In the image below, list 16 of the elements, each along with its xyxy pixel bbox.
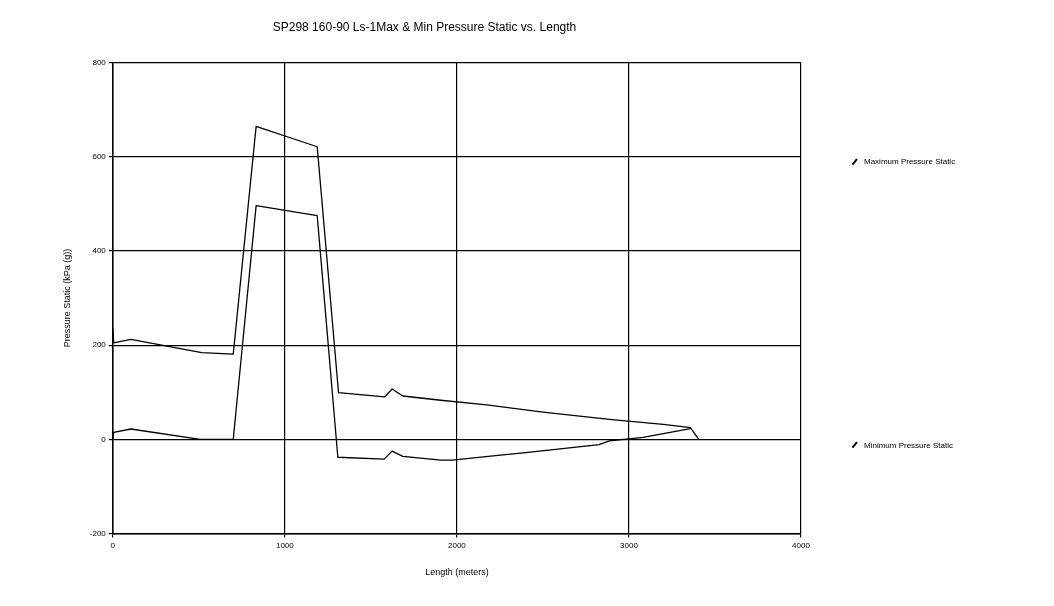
y-tick-label: 400	[92, 246, 107, 256]
y-axis-title: Pressure Static (kPa (g))	[61, 248, 72, 348]
x-axis-title: Length (meters)	[425, 567, 489, 578]
y-tick-label: 0	[101, 434, 107, 444]
y-tick-label: -200	[89, 528, 107, 538]
x-tick-label: 3000	[620, 540, 639, 550]
y-tick-label: 200	[92, 340, 107, 350]
chart-title: SP298 160-90 Ls-1Max & Min Pressure Static vs. Length	[272, 19, 577, 34]
x-tick-label: 1000	[275, 540, 295, 550]
legend-label: Maximum Pressure Static	[864, 157, 956, 167]
x-tick-label: 2000	[448, 540, 467, 550]
legend-label: Minimum Pressure Static	[864, 440, 953, 450]
y-tick-label: 600	[92, 151, 107, 161]
x-tick-label: 4000	[792, 540, 811, 550]
y-tick-label: 800	[92, 57, 107, 67]
x-tick-label: 0	[110, 540, 116, 550]
